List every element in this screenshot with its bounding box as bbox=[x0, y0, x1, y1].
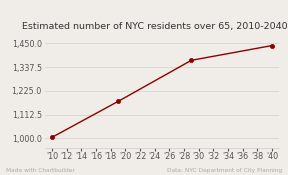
Text: Made with Chartbuilder: Made with Chartbuilder bbox=[6, 168, 75, 173]
Text: Estimated number of NYC residents over 65, 2010-2040 (in thousand): Estimated number of NYC residents over 6… bbox=[22, 22, 288, 32]
Text: Data: NYC Department of City Planning: Data: NYC Department of City Planning bbox=[167, 168, 282, 173]
